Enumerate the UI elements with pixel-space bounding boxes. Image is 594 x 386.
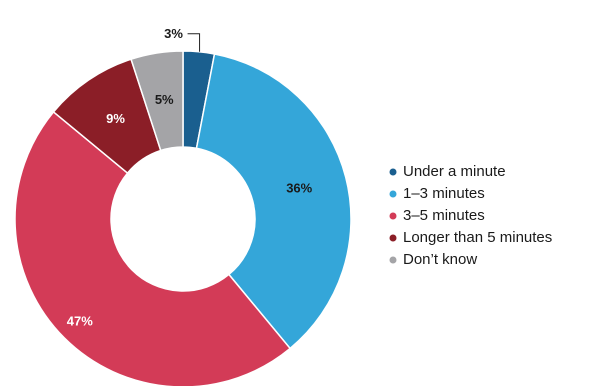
legend-marker-1 (389, 168, 397, 176)
legend-label-3: 3–5 minutes (403, 207, 485, 224)
legend-label-5: Don’t know (403, 251, 477, 268)
slice-5 (130, 50, 184, 152)
data-label-1: 3% (164, 26, 183, 41)
slice-3 (14, 110, 292, 386)
legend-marker-2 (389, 190, 397, 198)
data-label-4: 9% (106, 111, 125, 126)
slice-2 (195, 53, 352, 350)
data-label-2: 36% (286, 181, 312, 196)
slices-group (14, 50, 352, 386)
callout-line-1 (187, 33, 201, 52)
legend-label-2: 1–3 minutes (403, 185, 485, 202)
legend-marker-3 (389, 212, 397, 220)
data-label-3: 47% (67, 314, 93, 329)
legend-label-1: Under a minute (403, 163, 506, 180)
legend-marker-5 (389, 256, 397, 264)
data-labels-group: 3% 36% 47% 9% 5% (67, 26, 313, 328)
data-label-5: 5% (155, 92, 174, 107)
legend-marker-4 (389, 234, 397, 242)
legend-label-4: Longer than 5 minutes (403, 229, 552, 246)
legend: Under a minute 1–3 minutes 3–5 minutes Long… (389, 163, 552, 268)
